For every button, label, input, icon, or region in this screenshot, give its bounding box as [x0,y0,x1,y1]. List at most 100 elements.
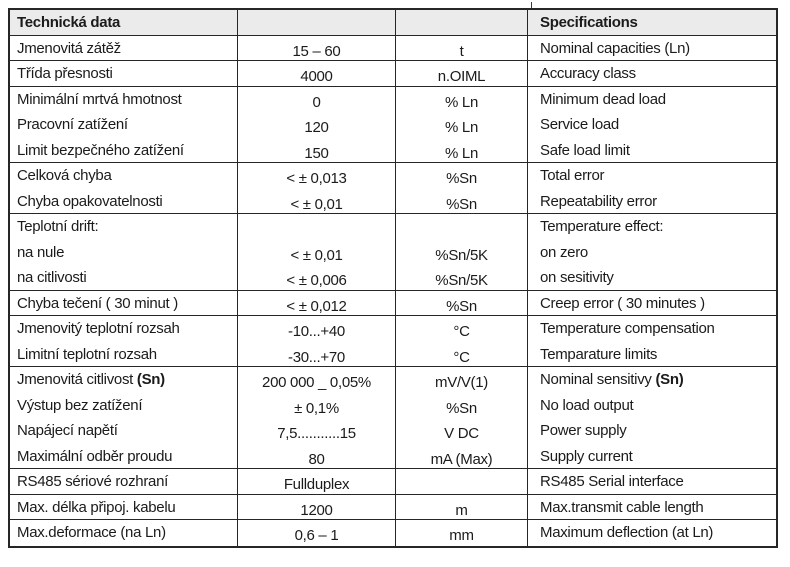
row-value: 150 [238,137,396,162]
row-value: -30...+70 [238,341,396,366]
row-label-cz: Chyba opakovatelnosti [10,188,238,213]
row-unit: %Sn/5K [396,239,528,265]
row-value: < ± 0,01 [238,188,396,213]
row-label-en: Temperature compensation [540,320,715,337]
table-row: Jmenovitý teplotní rozsah -10...+40 °C T… [10,316,776,342]
row-value: 200 000 _ 0,05% [238,367,396,393]
row-unit: %Sn [396,163,528,189]
row-label-en: Creep error ( 30 minutes ) [540,294,705,312]
row-label-cz: Maximální odběr proudu [10,443,238,468]
row-unit: %Sn [396,188,528,213]
row-value: 80 [238,443,396,468]
row-label-cz: RS485 sériové rozhraní [10,469,238,494]
row-label-en: Accuracy class [540,65,636,82]
row-label-en: Service load [540,116,619,133]
row-label-cz: Jmenovitý teplotní rozsah [10,316,238,342]
row-label-en: Nominal sensitivy (Sn) [540,371,684,388]
table-row: Pracovní zatížení 120 % Ln Service load [10,112,776,138]
row-label-en: RS485 Serial interface [540,473,684,490]
row-value [238,214,396,240]
table-row: Výstup bez zatížení ± 0,1% %Sn No load o… [10,392,776,418]
row-label-cz: Limit bezpečného zatížení [10,137,238,162]
table-row: Maximální odběr proudu 80 mA (Max) Suppl… [10,443,776,469]
table-row: Max.deformace (na Ln) 0,6 – 1 mm Maximum… [10,520,776,546]
row-value: < ± 0,012 [238,290,396,315]
row-unit [396,469,528,494]
table-header-value-col [238,10,396,35]
table-row: Celková chyba < ± 0,013 %Sn Total error [10,163,776,189]
table-row: Třída přesnosti 4000 n.OIML Accuracy cla… [10,61,776,87]
row-unit: °C [396,316,528,342]
row-label-cz: Jmenovitá zátěž [10,35,238,60]
row-value: 1200 [238,494,396,519]
row-label-cz: Limitní teplotní rozsah [10,341,238,366]
row-label-cz: Max. délka připoj. kabelu [10,494,238,519]
row-label-en: Power supply [540,422,627,439]
row-value: < ± 0,006 [238,265,396,290]
table-row: Jmenovitá citlivost (Sn) 200 000 _ 0,05%… [10,367,776,393]
row-label-en: Maximum deflection (at Ln) [540,524,714,541]
row-label-cz: Chyba tečení ( 30 minut ) [10,290,238,315]
row-label-cz: Třída přesnosti [10,61,238,86]
row-value: 7,5...........15 [238,418,396,444]
table-row: RS485 sériové rozhraní Fullduplex RS485 … [10,469,776,495]
row-unit: mA (Max) [396,443,528,468]
row-label-en: on sesitivity [540,269,614,286]
table-header-row: Technická data Specifications [10,10,776,36]
table-row: Chyba opakovatelnosti < ± 0,01 %Sn Repea… [10,188,776,214]
table-row: Limitní teplotní rozsah -30...+70 °C Tem… [10,341,776,367]
row-label-cz: Celková chyba [10,163,238,189]
row-label-cz: na citlivosti [10,265,238,290]
table-row: Max. délka připoj. kabelu 1200 m Max.tra… [10,494,776,520]
table-header-en: Specifications [540,14,638,31]
row-label-cz: Max.deformace (na Ln) [10,520,238,546]
row-unit: %Sn [396,392,528,418]
row-unit: %Sn [396,290,528,315]
table-row: Jmenovitá zátěž 15 – 60 t Nominal capaci… [10,35,776,61]
row-unit: t [396,35,528,60]
row-value: 15 – 60 [238,35,396,60]
row-value: 120 [238,112,396,138]
row-label-en: Temparature limits [540,345,658,363]
scan-artifact-line [531,2,532,9]
table-row: na citlivosti < ± 0,006 %Sn/5K on sesiti… [10,265,776,291]
row-unit: °C [396,341,528,366]
row-label-en: Repeatability error [540,192,657,210]
row-unit: % Ln [396,112,528,138]
table-row: na nule < ± 0,01 %Sn/5K on zero [10,239,776,265]
row-unit: mm [396,520,528,546]
bold-sn-label: (Sn) [136,371,165,388]
row-unit: V DC [396,418,528,444]
row-label-cz: na nule [10,239,238,265]
table-header-unit-col [396,10,528,35]
row-value: Fullduplex [238,469,396,494]
row-label-cz: Minimální mrtvá hmotnost [10,86,238,112]
row-label-cz: Napájecí napětí [10,418,238,444]
row-label-en: Supply current [540,447,633,465]
row-label-en: Nominal capacities (Ln) [540,39,690,57]
row-label-en: No load output [540,396,634,414]
row-label-cz: Výstup bez zatížení [10,392,238,418]
row-label-cz: Teplotní drift: [10,214,238,240]
table-row: Minimální mrtvá hmotnost 0 % Ln Minimum … [10,86,776,112]
row-value: < ± 0,01 [238,239,396,265]
row-label-en: on zero [540,243,588,261]
row-label-en: Minimum dead load [540,90,666,108]
row-unit [396,214,528,240]
table-row: Teplotní drift: Temperature effect: [10,214,776,240]
row-value: < ± 0,013 [238,163,396,189]
row-label-en: Total error [540,167,605,184]
row-label-cz: Jmenovitá citlivost (Sn) [10,367,238,393]
table-row: Chyba tečení ( 30 minut ) < ± 0,012 %Sn … [10,290,776,316]
row-unit: n.OIML [396,61,528,86]
row-unit: % Ln [396,137,528,162]
table-row: Limit bezpečného zatížení 150 % Ln Safe … [10,137,776,163]
row-value: 0 [238,86,396,112]
row-unit: m [396,494,528,519]
row-value: 0,6 – 1 [238,520,396,546]
row-label-en: Temperature effect: [540,218,664,235]
row-value: 4000 [238,61,396,86]
row-label-en: Max.transmit cable length [540,498,704,516]
table-header-cz: Technická data [10,10,238,35]
